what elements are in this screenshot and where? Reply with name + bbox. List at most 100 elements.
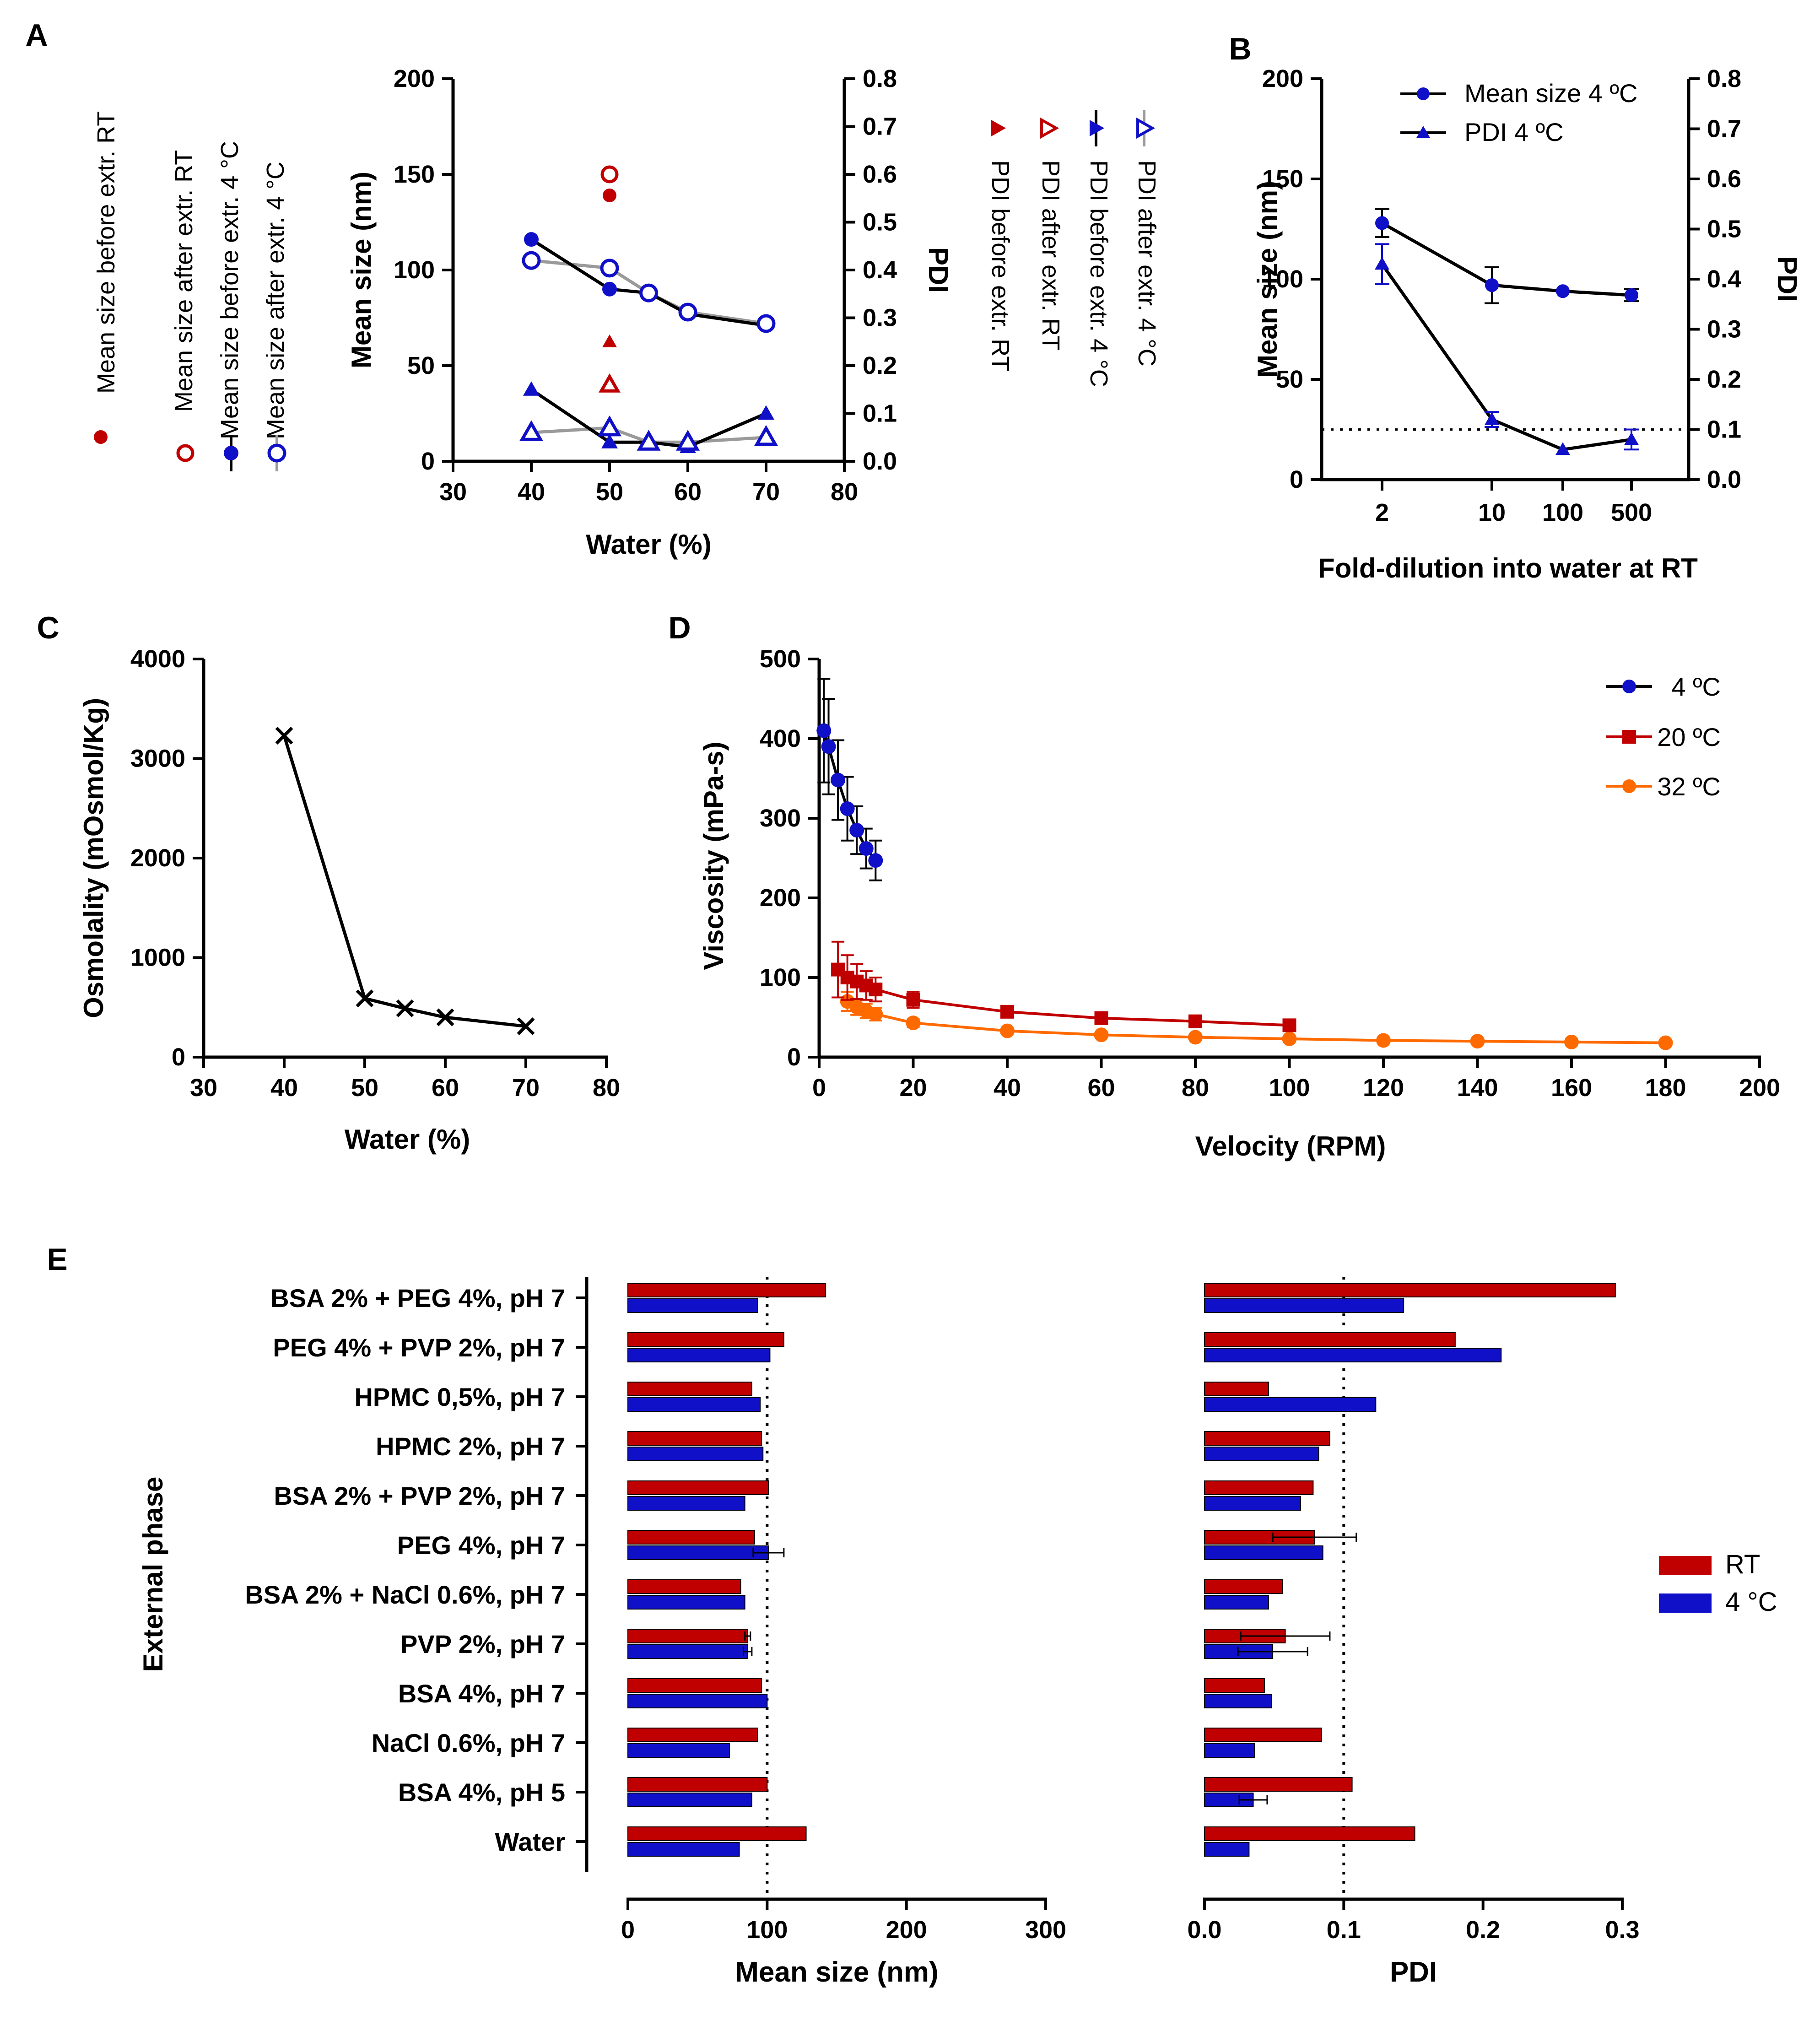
y2-tick-label: 0.1: [1707, 416, 1741, 443]
point-series-32c: [1282, 1031, 1297, 1046]
bar-rt: [627, 1678, 762, 1693]
point-mean-before-rt: [603, 188, 616, 202]
x-tick-label: 40: [270, 1074, 298, 1102]
legend-marker: [176, 444, 194, 462]
bar-rt: [1204, 1332, 1456, 1347]
legend-label: 4 ºC: [1671, 672, 1721, 701]
y-tick-label: 300: [760, 805, 801, 832]
legend-label: Mean size after extr. 4 °C: [262, 162, 289, 439]
y-tick-label: 400: [760, 725, 801, 752]
bar-4c: [1204, 1298, 1404, 1313]
point-pdi: [1555, 442, 1570, 455]
y2-tick-label: 0.8: [863, 65, 897, 92]
legend-marker: [991, 120, 1006, 136]
point-series-4c: [821, 739, 836, 754]
x-tick-label: 80: [831, 478, 858, 506]
x-tick-label: 300: [1025, 1916, 1066, 1944]
y-tick-label: 0: [421, 448, 435, 475]
bar-rt: [627, 1283, 826, 1297]
y2-tick-label: 0.3: [863, 304, 897, 332]
point-pdi-after-4c: [754, 425, 778, 446]
legend-marker: [1622, 730, 1636, 744]
bar-4c: [627, 1793, 752, 1807]
point-pdi-before-4c: [758, 405, 774, 420]
chart-panel-a: 30 40 50 60 70 80 0 50 100 150 200 0.0 0.1 0.2 0.3 0.4 0…: [346, 65, 954, 560]
x-tick-label: 20: [899, 1074, 927, 1102]
point-mean-before-4c: [524, 232, 539, 247]
legend-label: 32 ºC: [1657, 772, 1721, 801]
point-osmolality: [275, 727, 293, 745]
x-tick-label: 180: [1645, 1074, 1686, 1102]
bar-4c: [627, 1545, 769, 1560]
y2-tick-label: 0.2: [863, 352, 897, 379]
category-label: BSA 2% + PEG 4%, pH 7: [270, 1284, 565, 1313]
x-axis-title: Water (%): [345, 1124, 470, 1155]
legend-marker: [1040, 117, 1059, 139]
x-tick-label: 0.1: [1327, 1916, 1361, 1944]
y2-tick-label: 0.0: [1707, 466, 1741, 493]
bar-4c: [1204, 1397, 1377, 1412]
point-pdi-after-4c: [675, 430, 700, 451]
point-mean-after-4c: [639, 283, 658, 302]
point-series-32c: [1094, 1027, 1109, 1043]
y-tick-label: 1000: [130, 944, 185, 972]
category-label: PEG 4% + PVP 2%, pH 7: [273, 1333, 565, 1362]
point-series-32c: [1658, 1035, 1673, 1050]
bar-rt: [627, 1629, 748, 1643]
legend-label: PDI after extr. RT: [1037, 160, 1064, 351]
point-series-4c: [859, 841, 874, 856]
x-tick-label: 60: [1087, 1074, 1115, 1102]
x-stroke: [396, 999, 414, 1017]
point-pdi: [1485, 412, 1499, 425]
bar-4c: [627, 1595, 745, 1610]
category-label: PVP 2%, pH 7: [400, 1630, 565, 1658]
point-series-20c: [1282, 1018, 1296, 1032]
panel-label-d: D: [668, 610, 691, 645]
legend-label: Mean size 4 ºC: [1464, 79, 1637, 108]
bar-rt: [1204, 1579, 1283, 1594]
x-tick-label: 50: [351, 1074, 378, 1102]
panel-label-a: A: [25, 18, 48, 53]
error-bar: [752, 1548, 785, 1557]
legend-label: PDI before extr. 4 °C: [1085, 160, 1113, 387]
y2-tick-label: 0.4: [863, 256, 897, 284]
category-label: BSA 2% + PVP 2%, pH 7: [274, 1481, 565, 1510]
point-series-4c: [831, 772, 846, 788]
point-series-32c: [1470, 1034, 1485, 1049]
x-tick-label: 70: [752, 478, 780, 506]
category-label: Water: [495, 1827, 565, 1856]
y2-axis-title: PDI: [1772, 256, 1803, 302]
y2-tick-label: 0.4: [1707, 265, 1741, 293]
bar-rt: [627, 1332, 784, 1347]
x-tick-label: 120: [1363, 1074, 1404, 1102]
x-tick-label: 100: [1269, 1074, 1310, 1102]
x-tick-label: 0.0: [1187, 1916, 1221, 1944]
x-tick-label: 30: [439, 478, 467, 506]
legend-a-right: PDI before extr. RT PDI after extr. RT PDI…: [987, 110, 1161, 387]
y-tick-label: 3000: [130, 745, 185, 772]
legend-label: 4 °C: [1725, 1587, 1777, 1617]
error-bar: [1272, 1533, 1357, 1542]
point-mean-size: [1375, 216, 1389, 230]
y2-tick-label: 0.5: [863, 209, 897, 236]
point-series-20c: [1094, 1011, 1108, 1025]
y-tick-label: 100: [760, 964, 801, 991]
bar-4c: [627, 1644, 748, 1659]
category-label: PEG 4%, pH 7: [397, 1531, 565, 1560]
x-tick-label: 2: [1375, 499, 1389, 526]
bar-rt: [1204, 1728, 1322, 1742]
point-pdi-before-4c: [523, 381, 540, 396]
x-tick-label: 80: [1182, 1074, 1209, 1102]
bar-rt: [627, 1431, 762, 1446]
x-tick-label: 40: [994, 1074, 1021, 1102]
chart-panel-c: 30 40 50 60 70 80 0 1000 2000 3000 4000 Water (%) Os…: [78, 645, 620, 1155]
x-axis-title: Water (%): [586, 529, 711, 560]
legend-swatch-4c: [1659, 1593, 1712, 1613]
point-series-32c: [906, 1016, 921, 1031]
y-tick-label: 500: [760, 645, 801, 673]
category-label: BSA 4%, pH 7: [398, 1679, 565, 1708]
bar-4c: [627, 1397, 761, 1412]
point-mean-size: [1625, 288, 1638, 302]
bar-rt: [1204, 1678, 1265, 1693]
bar-rt: [1204, 1431, 1330, 1446]
